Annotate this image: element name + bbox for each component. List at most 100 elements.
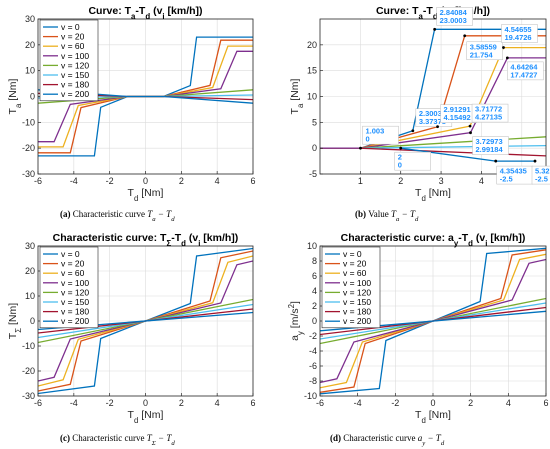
- x-tick-label: -2: [391, 398, 399, 408]
- y-tick-label: -20: [22, 143, 35, 153]
- legend-label: v = 100: [343, 278, 371, 288]
- x-tick-label: -6: [316, 398, 324, 408]
- datatip-text: 0: [365, 135, 369, 144]
- datatip-marker: [468, 124, 472, 128]
- legend-label: v = 20: [343, 259, 367, 269]
- x-tick-label: 6: [543, 398, 548, 408]
- y-tick-label: -30: [22, 391, 35, 401]
- y-tick-label: 0: [30, 92, 35, 102]
- datatip-text: 2.99184: [476, 145, 504, 154]
- legend-label: v = 20: [61, 32, 85, 42]
- y-tick-label: -2: [309, 331, 317, 341]
- legend-box: [39, 246, 99, 329]
- datatip-marker: [505, 56, 509, 60]
- datatip-text: 2: [398, 153, 402, 162]
- y-tick-label: 30: [25, 241, 35, 251]
- x-axis-label: Td [Nm]: [415, 409, 451, 425]
- legend-box: [39, 19, 99, 102]
- y-tick-label: 2: [312, 301, 317, 311]
- x-tick-label: 0: [143, 176, 148, 186]
- y-tick-label: 0: [312, 316, 317, 326]
- y-tick-label: -20: [22, 366, 35, 376]
- y-axis-label: Ta [Nm]: [7, 78, 23, 114]
- chart-title: Characteristic curve: ay-Td (vi [km/h]): [341, 232, 526, 248]
- x-tick-label: 4: [215, 176, 220, 186]
- datatip-text: 5.32733: [535, 167, 550, 176]
- x-tick-label: 0: [143, 398, 148, 408]
- legend-label: v = 180: [61, 307, 89, 317]
- series-line: [360, 136, 546, 149]
- y-tick-label: -4: [309, 346, 317, 356]
- x-axis-label: Td [Nm]: [128, 409, 164, 425]
- y-tick-label: 10: [307, 92, 317, 102]
- y-tick-label: 10: [307, 241, 317, 251]
- x-tick-label: -4: [70, 398, 78, 408]
- legend-box: [321, 246, 381, 329]
- datatip-marker: [359, 146, 362, 150]
- legend-label: v = 20: [61, 259, 85, 269]
- legend-label: v = 120: [61, 60, 89, 70]
- datatip-text: 2.91291: [444, 105, 471, 114]
- datatip-text: 19.4726: [504, 33, 531, 42]
- x-tick-label: 0: [430, 398, 435, 408]
- x-tick-label: -4: [354, 398, 362, 408]
- y-tick-label: 20: [307, 40, 317, 50]
- y-axis-label: Ta [Nm]: [289, 78, 305, 114]
- datatip-box: [362, 125, 399, 145]
- datatip-marker: [494, 159, 498, 163]
- datatip-marker: [433, 27, 437, 31]
- y-axis-label: ay [m/s2]: [287, 301, 305, 341]
- legend-label: v = 120: [343, 287, 371, 297]
- x-tick-label: 4: [506, 398, 511, 408]
- legend-label: v = 200: [343, 316, 371, 326]
- legend-label: v = 200: [61, 89, 89, 99]
- legend-label: v = 150: [61, 297, 89, 307]
- x-tick-label: 3: [439, 176, 444, 186]
- datatip-box: [471, 103, 509, 123]
- chart-title: Curve: Ta-Td (vi [km/h]): [376, 5, 490, 21]
- y-tick-label: 0: [312, 143, 317, 153]
- y-tick-label: 5: [312, 117, 317, 127]
- datatip-marker: [399, 146, 403, 150]
- datatip-text: 17.4727: [510, 70, 537, 79]
- y-tick-label: -10: [22, 117, 35, 127]
- x-tick-label: -6: [34, 176, 42, 186]
- x-tick-label: 1: [358, 176, 363, 186]
- x-tick-label: 4: [215, 398, 220, 408]
- x-tick-label: -2: [106, 398, 114, 408]
- y-tick-label: 20: [25, 266, 35, 276]
- datatip-text: 1.003: [365, 127, 384, 136]
- datatip-text: 4.54655: [504, 25, 531, 34]
- datatip-box: [466, 41, 503, 61]
- x-tick-label: 4: [479, 176, 484, 186]
- y-tick-label: -10: [304, 391, 317, 401]
- legend-label: v = 60: [61, 268, 85, 278]
- datatip-text: 23.0003: [440, 16, 467, 25]
- legend-label: v = 60: [61, 41, 85, 51]
- datatip-text: 3.72973: [476, 137, 503, 146]
- legend-label: v = 100: [61, 51, 89, 61]
- datatip-text: 2.84084: [440, 8, 468, 17]
- x-tick-label: -4: [70, 176, 78, 186]
- legend-label: v = 180: [343, 307, 371, 317]
- y-tick-label: 15: [307, 66, 317, 76]
- panel-caption: (a) Characteristic curve Ta − Td: [60, 209, 175, 223]
- datatip-text: 3.71772: [475, 105, 502, 114]
- legend-label: v = 120: [61, 287, 89, 297]
- y-tick-label: 0: [30, 316, 35, 326]
- datatip-text: 4.27135: [475, 113, 502, 122]
- datatip-marker: [436, 125, 439, 129]
- datatip-box: [507, 61, 544, 81]
- datatip-text: 4.64264: [510, 62, 538, 71]
- series-line: [360, 144, 546, 149]
- panel-caption: (b) Value Ta − Td: [355, 209, 419, 223]
- x-tick-label: -6: [34, 398, 42, 408]
- datatip-marker: [469, 131, 472, 135]
- datatip-text: 4.35435: [500, 167, 527, 176]
- legend-label: v = 180: [61, 80, 89, 90]
- y-tick-label: 20: [25, 40, 35, 50]
